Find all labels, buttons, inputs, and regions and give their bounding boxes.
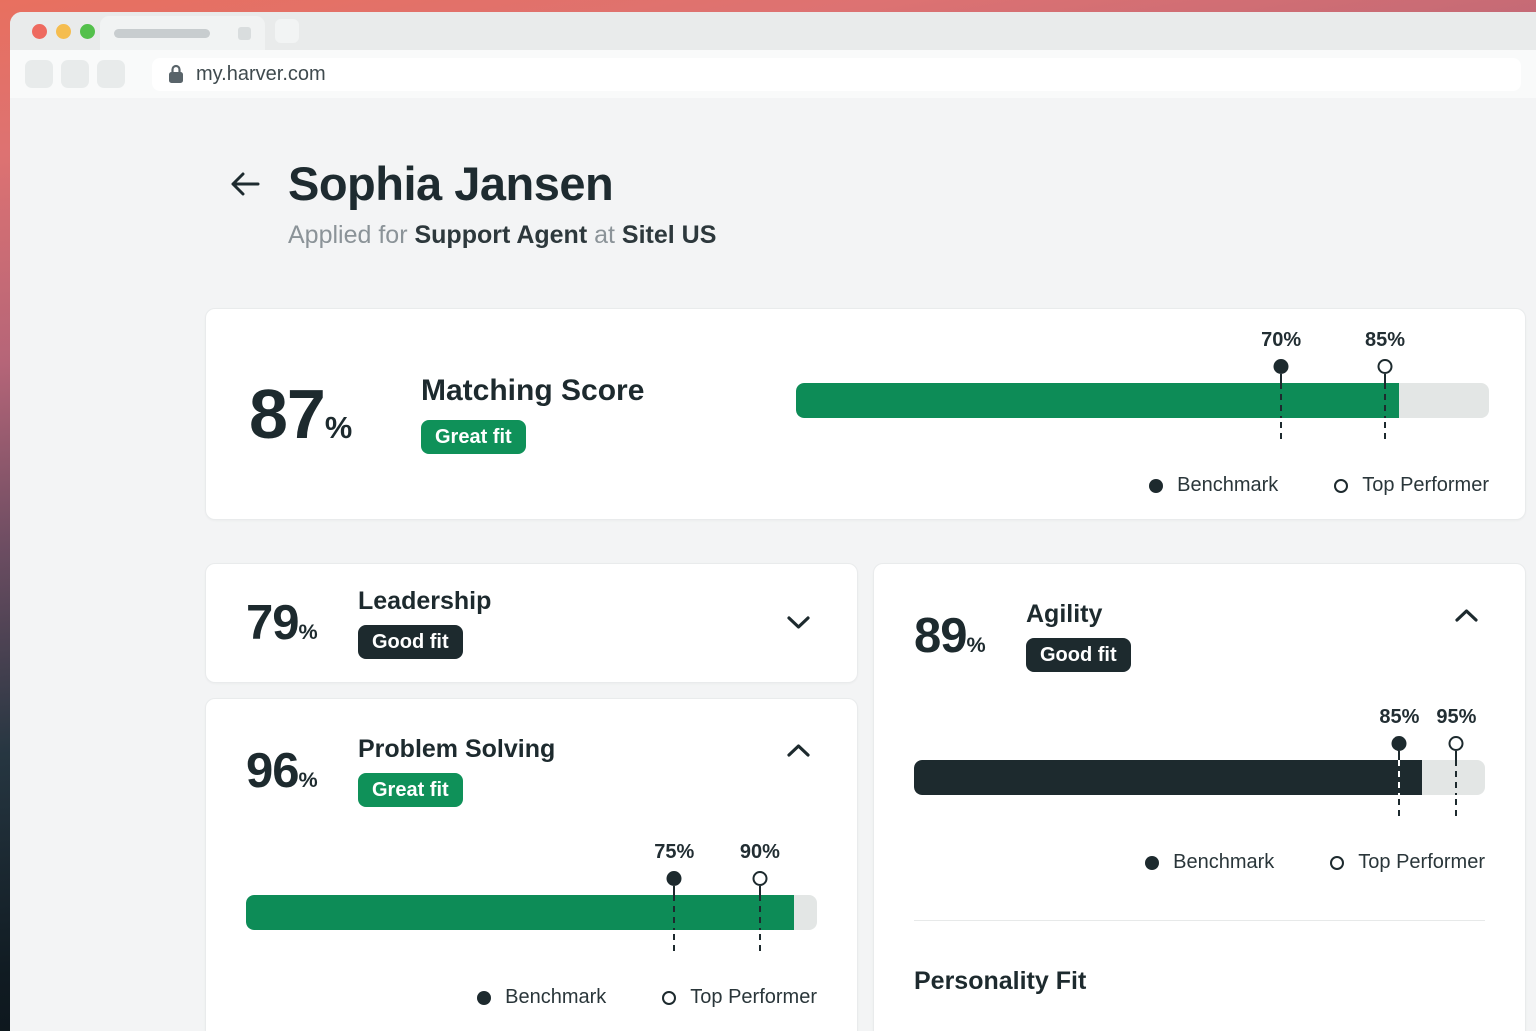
new-tab-button[interactable]	[275, 19, 299, 43]
forward-nav-placeholder[interactable]	[61, 60, 89, 88]
matching-score-title: Matching Score	[421, 374, 645, 407]
leadership-score: 79%	[246, 596, 318, 650]
tab-close-icon[interactable]	[238, 26, 251, 40]
address-bar[interactable]: my.harver.com	[152, 57, 1521, 91]
role-name: Support Agent	[414, 221, 588, 249]
benchmark-dot-icon	[1391, 736, 1407, 751]
reload-nav-placeholder[interactable]	[97, 60, 125, 88]
fit-badge: Good fit	[358, 625, 463, 659]
top-performer-legend-icon	[1334, 478, 1349, 493]
benchmark-legend-icon	[1145, 855, 1160, 870]
chevron-down-icon[interactable]	[786, 615, 811, 635]
browser-tab[interactable]	[100, 16, 265, 50]
browser-window: my.harver.com Sophia Jansen Applied for …	[10, 12, 1536, 1031]
candidate-name: Sophia Jansen	[288, 157, 614, 210]
benchmark-legend-icon	[1149, 478, 1164, 493]
matching-score-card: 87% Matching Score Great fit 70%	[205, 308, 1526, 520]
minimize-window-button[interactable]	[56, 24, 71, 39]
matching-score-bar: 70% 85%	[796, 329, 1489, 460]
agility-title: Agility	[1026, 600, 1103, 628]
top-performer-dot-icon	[1448, 736, 1464, 751]
bar-legend: Benchmark Top Performer	[246, 986, 817, 1009]
agility-bar: 85% 95%	[914, 706, 1485, 837]
browser-toolbar: my.harver.com	[10, 50, 1536, 98]
matching-score-value: 87%	[249, 375, 353, 453]
url-text: my.harver.com	[196, 62, 326, 85]
agility-score: 89%	[914, 609, 986, 663]
back-arrow-icon[interactable]	[228, 167, 262, 201]
browser-tab-bar	[10, 12, 1536, 50]
bar-fill	[796, 383, 1399, 418]
close-window-button[interactable]	[32, 24, 47, 39]
problem-solving-title: Problem Solving	[358, 735, 556, 763]
benchmark-dot-icon	[666, 871, 682, 886]
window-controls	[32, 24, 95, 39]
bar-track	[796, 383, 1489, 418]
problem-solving-card: 96% Problem Solving Great fit	[205, 698, 858, 1031]
top-performer-legend-icon	[1330, 855, 1345, 870]
applied-prefix: Applied for	[288, 221, 408, 249]
problem-solving-score: 96%	[246, 744, 318, 798]
applied-for-line: Applied for Support Agent at Sitel US	[288, 221, 1526, 250]
agility-card: 89% Agility Good fit 85%	[873, 563, 1526, 1031]
top-performer-dot-icon	[1377, 359, 1393, 374]
chevron-up-icon[interactable]	[1454, 608, 1479, 628]
benchmark-dot-icon	[1273, 359, 1289, 374]
tab-title-placeholder	[114, 28, 210, 38]
section-divider	[914, 920, 1485, 921]
page-header: Sophia Jansen Applied for Support Agent …	[205, 156, 1526, 250]
back-nav-placeholder[interactable]	[25, 60, 53, 88]
top-performer-legend-icon	[662, 990, 677, 1005]
at-word: at	[594, 221, 615, 249]
problem-solving-bar: 75% 90%	[246, 841, 817, 972]
bar-fill	[914, 760, 1423, 795]
lock-icon	[169, 64, 183, 83]
bar-legend: Benchmark Top Performer	[914, 851, 1485, 874]
fit-badge: Good fit	[1026, 638, 1131, 672]
chevron-up-icon[interactable]	[786, 743, 811, 763]
page-body: Sophia Jansen Applied for Support Agent …	[10, 98, 1536, 1031]
leadership-card: 79% Leadership Good fit	[205, 563, 858, 683]
bar-track	[914, 760, 1485, 795]
top-performer-dot-icon	[752, 871, 768, 886]
fit-badge: Great fit	[421, 420, 526, 454]
zoom-window-button[interactable]	[80, 24, 95, 39]
fit-badge: Great fit	[358, 773, 463, 807]
leadership-title: Leadership	[358, 587, 492, 615]
bar-legend: Benchmark Top Performer	[796, 474, 1489, 497]
benchmark-legend-icon	[477, 990, 492, 1005]
personality-fit-title: Personality Fit	[914, 967, 1087, 995]
bar-track	[246, 895, 817, 930]
bar-fill	[246, 895, 795, 930]
company-name: Sitel US	[621, 221, 717, 249]
